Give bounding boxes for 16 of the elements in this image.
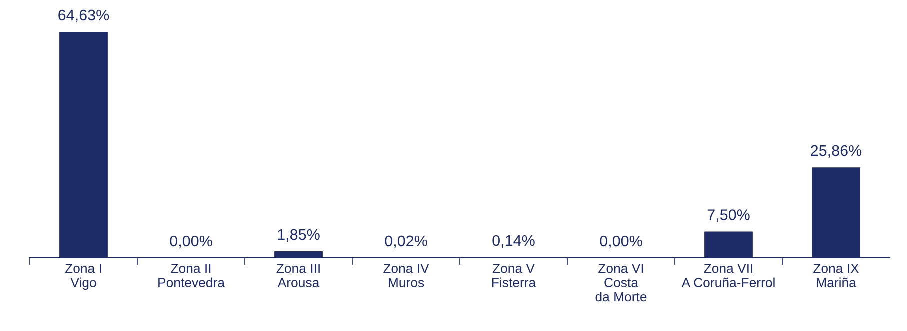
data-label: 0,14%	[492, 235, 535, 248]
x-tick-label: Zona III Arousa	[276, 264, 320, 288]
data-label: 7,50%	[708, 210, 750, 222]
x-tick-label: Zona VI Costa da Morte	[596, 264, 647, 302]
data-label: 25,86%	[811, 145, 862, 158]
data-label: 0,00%	[170, 236, 212, 248]
data-label: 0,00%	[600, 236, 642, 248]
x-tick-label: Zona IV Muros	[384, 264, 430, 288]
x-tick-label: Zona II Pontevedra	[158, 264, 225, 288]
x-tick-label: Zona VII A Coruña-Ferrol	[682, 264, 775, 288]
data-label: 0,02%	[385, 236, 428, 248]
data-label: 64,63%	[58, 10, 110, 22]
data-label: 1,85%	[278, 229, 320, 242]
x-tick-label: Zona I Vigo	[65, 264, 102, 290]
x-tick-label: Zona V Fisterra	[492, 264, 536, 288]
x-tick-label: Zona IX Mariña	[814, 264, 860, 288]
